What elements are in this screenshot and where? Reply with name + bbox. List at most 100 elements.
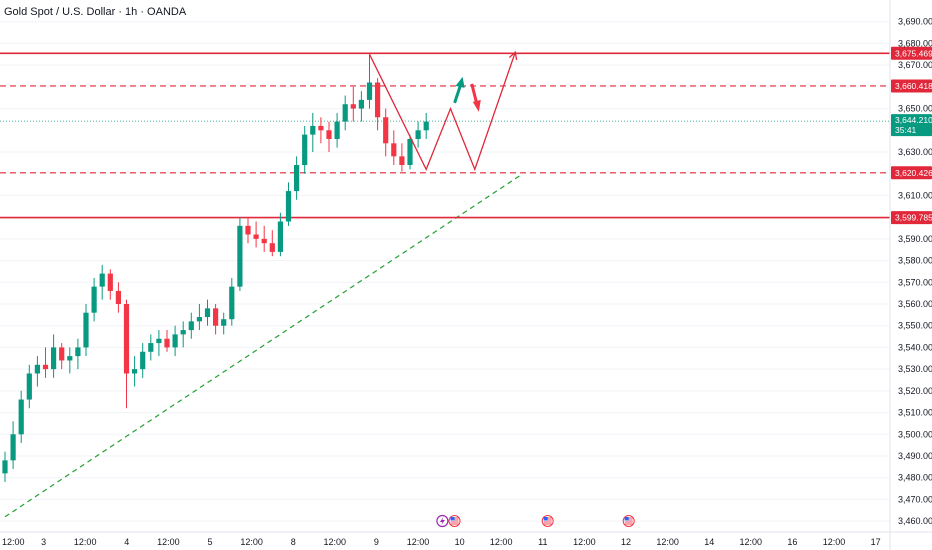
time-tick-label: 10	[455, 537, 465, 547]
price-tick-label: 3,480.000	[898, 473, 932, 483]
candle-body	[310, 125, 316, 135]
flag-canton	[543, 517, 548, 521]
candle-body	[91, 286, 97, 313]
projection-arrowhead	[508, 50, 518, 61]
arrow-up-shaft	[453, 84, 463, 104]
time-tick-label: 12:00	[2, 537, 25, 547]
candle-body	[115, 290, 121, 304]
candle-body	[318, 125, 324, 131]
candle-body	[107, 273, 113, 291]
time-tick-label: 5	[207, 537, 212, 547]
candle-body	[10, 434, 16, 461]
candle-body	[18, 399, 24, 435]
candle-body	[140, 351, 146, 370]
candle-body	[75, 347, 81, 357]
candle-body	[253, 234, 259, 239]
level-badge-label: 3,620.426	[895, 168, 932, 178]
flag-canton	[624, 517, 629, 521]
time-tick-label: 3	[41, 537, 46, 547]
time-tick-label: 12	[621, 537, 631, 547]
price-tick-label: 3,500.000	[898, 429, 932, 439]
level-badge	[891, 166, 932, 180]
candle-body	[366, 82, 373, 100]
candle-body	[164, 338, 170, 348]
candle-body	[285, 191, 292, 222]
time-tick-label: 4	[124, 537, 129, 547]
candle-body	[358, 99, 364, 109]
time-tick-label: 12:00	[324, 537, 347, 547]
time-tick-label: 12:00	[157, 537, 180, 547]
candle-body	[99, 273, 105, 287]
candle-body	[204, 308, 211, 318]
price-axis[interactable]: 3,460.000 3,470.000 3,480.000 3,490.000 3,50…	[889, 0, 932, 550]
time-tick-label: 12:00	[656, 537, 679, 547]
lightning-glyph	[439, 517, 445, 525]
price-tick-label: 3,650.000	[898, 104, 932, 114]
time-tick-label: 12:00	[240, 537, 263, 547]
price-tick-label: 3,570.000	[898, 277, 932, 287]
candle-body	[83, 312, 89, 348]
candle-body	[415, 130, 421, 139]
time-tick-label: 12:00	[740, 537, 763, 547]
candle-body	[302, 134, 308, 166]
current-price-badge	[891, 114, 932, 137]
candles	[2, 54, 429, 483]
level-badge	[891, 211, 932, 225]
candle-body	[67, 356, 73, 361]
candle-body	[391, 143, 397, 157]
level-badge	[891, 79, 932, 93]
time-tick-label: 11	[538, 537, 547, 547]
time-tick-label: 12:00	[74, 537, 97, 547]
candle-body	[350, 104, 356, 109]
event-icons	[436, 514, 635, 528]
price-tick-label: 3,610.000	[898, 190, 932, 200]
level-badge-label: 3,675.469	[895, 48, 932, 58]
candle-body	[59, 347, 65, 361]
candle-body	[245, 225, 251, 235]
price-tick-label: 3,630.000	[898, 147, 932, 157]
candle-body	[42, 364, 49, 370]
projection-line	[368, 51, 516, 172]
candle-body	[2, 460, 8, 474]
price-tick-label: 3,550.000	[898, 321, 932, 331]
time-tick-label: 12:00	[573, 537, 596, 547]
price-tick-label: 3,670.000	[898, 60, 932, 70]
candle-body	[148, 343, 154, 352]
time-tick-label: 12:00	[407, 537, 430, 547]
time-tick-label: 17	[871, 537, 881, 547]
candle-body	[188, 321, 194, 331]
candle-body	[326, 130, 332, 139]
candle-body	[399, 156, 405, 166]
candle-body	[383, 117, 389, 144]
candle-body	[375, 82, 381, 118]
price-tick-label: 3,590.000	[898, 234, 932, 244]
candle-body	[132, 369, 138, 374]
candle-body	[26, 373, 32, 400]
arrow-down-head	[472, 99, 481, 112]
time-axis[interactable]: 12:00 3 12:00 4 12:00 5 12:00 8 12:00 9 12:00 10 12:…	[0, 531, 932, 547]
price-tick-label: 3,560.000	[898, 299, 932, 309]
candle-body	[34, 364, 40, 374]
candle-body	[51, 347, 57, 370]
candle-body	[123, 304, 130, 374]
direction-arrows	[453, 76, 481, 112]
price-tick-label: 3,690.000	[898, 17, 932, 27]
candle-body	[407, 138, 413, 166]
projection-path	[368, 50, 518, 172]
candle-body	[221, 319, 227, 326]
candle-body	[342, 104, 348, 122]
price-tick-label: 3,510.000	[898, 408, 932, 418]
candle-body	[294, 165, 300, 192]
candle-body	[172, 334, 178, 348]
candle-body	[229, 286, 235, 320]
candle-body	[213, 308, 219, 326]
countdown-label: 35:41	[895, 125, 917, 135]
candle-body	[196, 317, 202, 322]
trendline-segment	[4, 173, 524, 518]
candle-body	[180, 330, 186, 335]
flag-canton	[450, 517, 455, 521]
price-tick-label: 3,470.000	[898, 494, 932, 504]
price-tick-label: 3,680.000	[898, 38, 932, 48]
time-tick-label: 14	[704, 537, 714, 547]
